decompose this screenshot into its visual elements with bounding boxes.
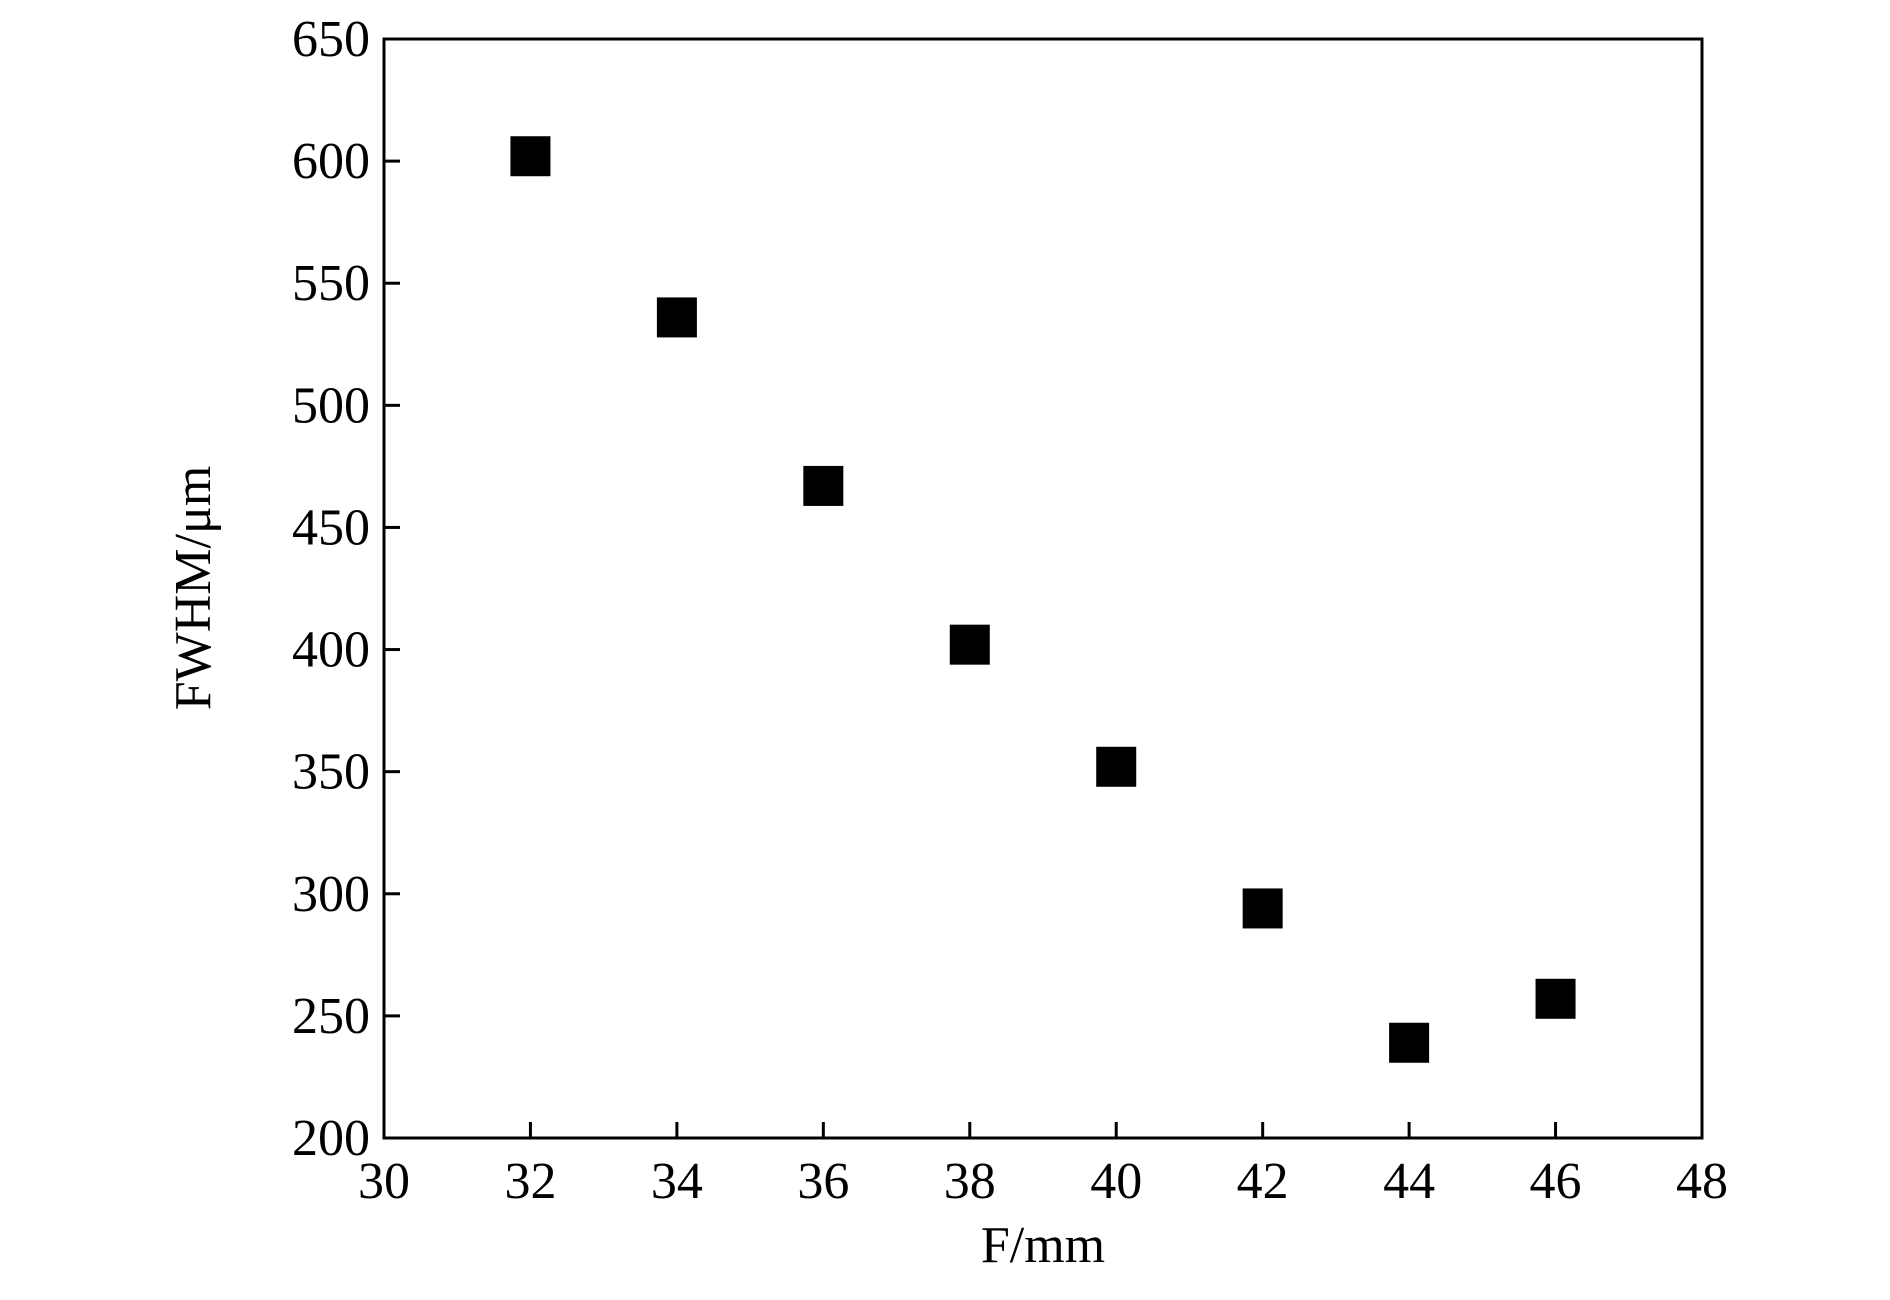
y-tick-label: 250 <box>292 988 370 1045</box>
x-axis-label: F/mm <box>981 1217 1105 1274</box>
y-tick-label: 200 <box>292 1110 370 1167</box>
y-tick-label: 300 <box>292 866 370 923</box>
y-tick-label: 650 <box>292 11 370 68</box>
data-point <box>949 624 990 665</box>
x-tick-label: 32 <box>504 1153 556 1210</box>
x-tick-label: 30 <box>358 1153 410 1210</box>
x-tick-label: 46 <box>1530 1153 1582 1210</box>
x-tick-label: 42 <box>1237 1153 1289 1210</box>
x-tick-label: 34 <box>651 1153 703 1210</box>
data-point <box>510 136 551 177</box>
y-tick-label: 350 <box>292 744 370 801</box>
y-tick-label: 400 <box>292 622 370 679</box>
y-tick-label: 600 <box>292 133 370 190</box>
x-tick-label: 36 <box>797 1153 849 1210</box>
y-tick-label: 550 <box>292 255 370 312</box>
data-point <box>656 297 697 338</box>
data-point <box>1389 1022 1430 1063</box>
data-point <box>1096 746 1137 787</box>
x-tick-label: 44 <box>1383 1153 1435 1210</box>
data-point <box>803 465 844 506</box>
y-tick-label: 500 <box>292 377 370 434</box>
x-tick-label: 40 <box>1090 1153 1142 1210</box>
plot-frame <box>382 37 1704 1140</box>
x-tick-label: 38 <box>944 1153 996 1210</box>
data-point <box>1242 888 1283 929</box>
x-tick-label: 48 <box>1676 1153 1728 1210</box>
data-point <box>1535 978 1576 1019</box>
y-tick-label: 450 <box>292 499 370 556</box>
y-axis-label: FWHM/μm <box>165 466 222 711</box>
